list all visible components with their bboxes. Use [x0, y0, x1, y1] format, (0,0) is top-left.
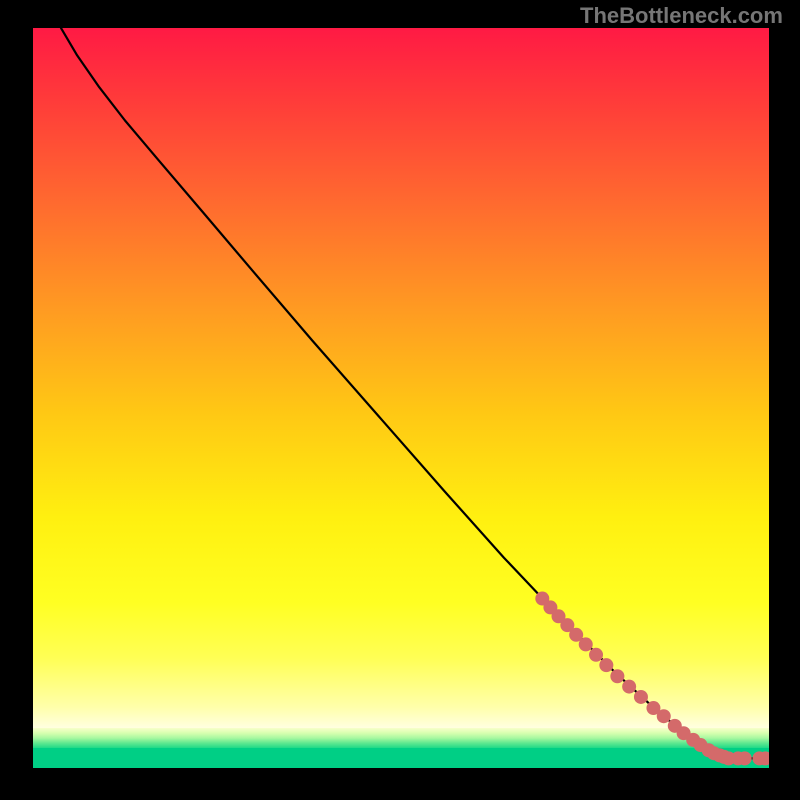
data-marker [610, 669, 624, 683]
data-marker [622, 680, 636, 694]
data-marker [589, 648, 603, 662]
data-marker [738, 751, 752, 765]
watermark-text: TheBottleneck.com [580, 3, 783, 29]
data-marker [657, 709, 671, 723]
data-marker [599, 658, 613, 672]
data-marker [579, 637, 593, 651]
marker-group [535, 592, 769, 766]
chart-svg [33, 28, 769, 768]
curve-path [61, 28, 769, 758]
plot-area [33, 28, 769, 768]
data-marker [634, 690, 648, 704]
